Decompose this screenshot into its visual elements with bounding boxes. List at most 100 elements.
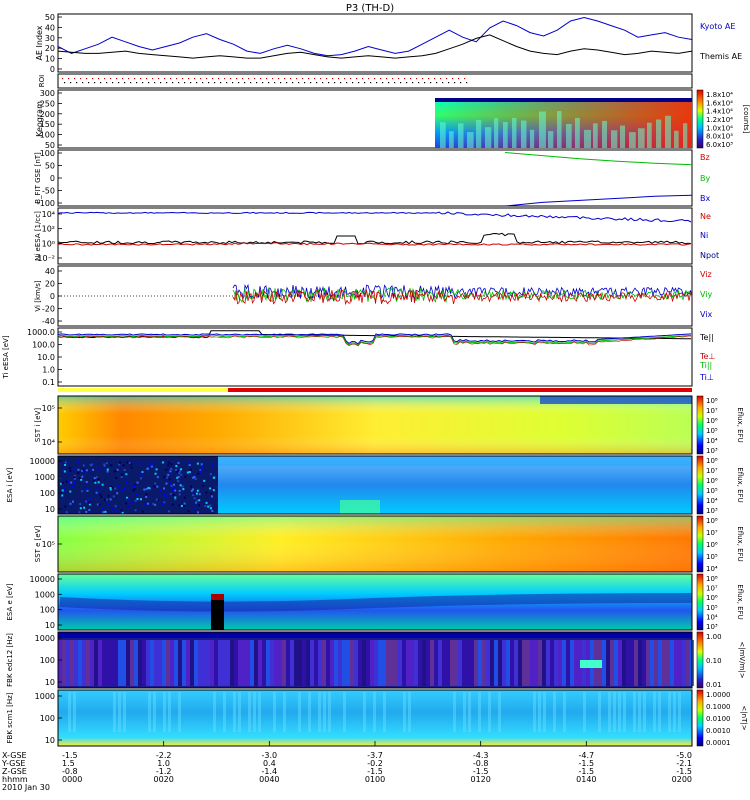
fbk-e-stripe [330, 640, 334, 686]
fbk-b-stripe [623, 692, 626, 732]
bfit-y-ticks: 100 50 0 -50 -100 [37, 149, 62, 208]
time-axis-value: 0200 [672, 775, 692, 784]
roi-dot [196, 82, 198, 84]
fbk-e-stripe [490, 640, 494, 686]
esa-i-speckle [136, 497, 139, 500]
fbk-b-y-ticks: 1000 100 10 [35, 692, 62, 745]
esa-i-speckle [97, 478, 100, 481]
roi-dot [88, 82, 90, 84]
esa-i-speckle [109, 486, 112, 489]
esa-i-speckle [178, 504, 181, 507]
keogram-stripe [530, 129, 535, 148]
fbk-e-stripe [82, 640, 86, 686]
colorbar-tick-label: 10⁶ [706, 594, 718, 602]
esa-i-speckle [169, 470, 172, 473]
roi-dot [334, 82, 336, 84]
esa-i-speckle [67, 480, 70, 483]
roi-dot [464, 78, 466, 80]
fbk-b-stripe [123, 692, 126, 732]
esa-i-speckle [93, 477, 96, 480]
esa-i-speckle [68, 466, 71, 469]
esa-i-speckle [77, 471, 80, 474]
fbk-e-stripe [318, 640, 322, 686]
fbk-e-stripe [338, 640, 342, 686]
esa-i-speckle [204, 505, 207, 508]
esa-i-speckle [130, 463, 133, 466]
esa-i-speckle [127, 504, 130, 507]
y-tick-label: 20 [45, 44, 55, 53]
y-tick-label: 1000 [35, 590, 55, 599]
esa-e-ylabel: ESA e [eV] [6, 583, 14, 620]
fbk-b-stripe [638, 692, 641, 732]
esa-i-speckle [179, 484, 182, 487]
fbk-b-stripe [113, 692, 116, 732]
panel-roi: ROI [38, 73, 693, 89]
y-tick-label: 0 [50, 65, 55, 74]
y-tick-label: 50 [45, 141, 55, 150]
esa-i-speckle [183, 504, 186, 507]
roi-dot [200, 78, 202, 80]
by-line [504, 152, 693, 166]
fbk-b-stripe [488, 692, 491, 732]
roi-dot [374, 78, 376, 80]
fbk-e-stripe [378, 640, 382, 686]
esa-i-speckle [210, 492, 213, 495]
fbk-b-stripe [373, 692, 376, 732]
esa-i-speckle [186, 471, 189, 474]
esa-i-speckle [145, 468, 148, 471]
row-label-z-gse: Z-GSE [2, 767, 27, 776]
esa-i-speckle [109, 498, 112, 501]
esa-i-speckle [105, 498, 108, 501]
esa-i-speckle [199, 468, 202, 471]
legend-ti-par: Ti|| [699, 361, 712, 370]
fbk-b-ylabel: FBK scm1 [Hz] [6, 692, 14, 743]
esa-i-speckle [71, 500, 74, 503]
keogram-stripe [647, 122, 652, 148]
esa-i-speckle [205, 501, 208, 504]
fbk-e-stripe [354, 640, 358, 686]
fbk-e-stripe [478, 640, 482, 686]
roi-dot [154, 82, 156, 84]
time-axis-value: -2.1 [676, 759, 692, 768]
colorbar-tick-label: 0.10 [706, 657, 722, 665]
esa-i-speckle [112, 507, 115, 510]
keogram-stripe [620, 125, 626, 148]
esa-i-speckle [183, 496, 186, 499]
fbk-e-stripe [310, 640, 314, 686]
colorbar-tick-label: 10⁴ [706, 437, 718, 445]
fbk-e-stripe [154, 640, 158, 686]
fbk-b-stripe [363, 692, 366, 732]
esa-i-speckle [85, 480, 88, 483]
roi-dot [68, 78, 70, 80]
esa-i-speckle [61, 494, 64, 497]
time-axis-value: -0.8 [473, 759, 489, 768]
fbk-b-stripe [178, 692, 181, 732]
y-tick-label: 100 [40, 606, 55, 615]
time-axis-value: -1.4 [262, 767, 278, 776]
roi-dot [110, 78, 112, 80]
keogram-stripe [440, 122, 446, 148]
fbk-e-stripe [90, 640, 94, 686]
fbk-e-stripe [682, 640, 686, 686]
fbk-e-stripe [486, 640, 490, 686]
vi-ylabel: Vi [km/s] [34, 280, 42, 311]
esa-i-speckle [73, 477, 76, 480]
time-axis-value: -1.5 [676, 767, 692, 776]
legend-bz: Bz [700, 153, 710, 162]
y-tick-label: -100 [37, 199, 55, 208]
time-axis-value: 0040 [259, 775, 279, 784]
roi-dot [404, 78, 406, 80]
esa-i-speckle [103, 498, 106, 501]
esa-i-speckle [150, 465, 153, 468]
fbk-e-stripe [182, 640, 186, 686]
fbk-e-stripe [362, 640, 366, 686]
fbk-e-stripe [166, 640, 170, 686]
esa-i-speckle [79, 507, 82, 510]
esa-i-speckle [134, 484, 137, 487]
colorbar-tick-label: 10⁶ [706, 417, 718, 425]
colorbar-tick-label: 10⁵ [706, 427, 718, 435]
fbk-e-stripe [506, 640, 510, 686]
roi-dot [106, 82, 108, 84]
colorbar-tick-label: 10⁶ [706, 541, 718, 549]
